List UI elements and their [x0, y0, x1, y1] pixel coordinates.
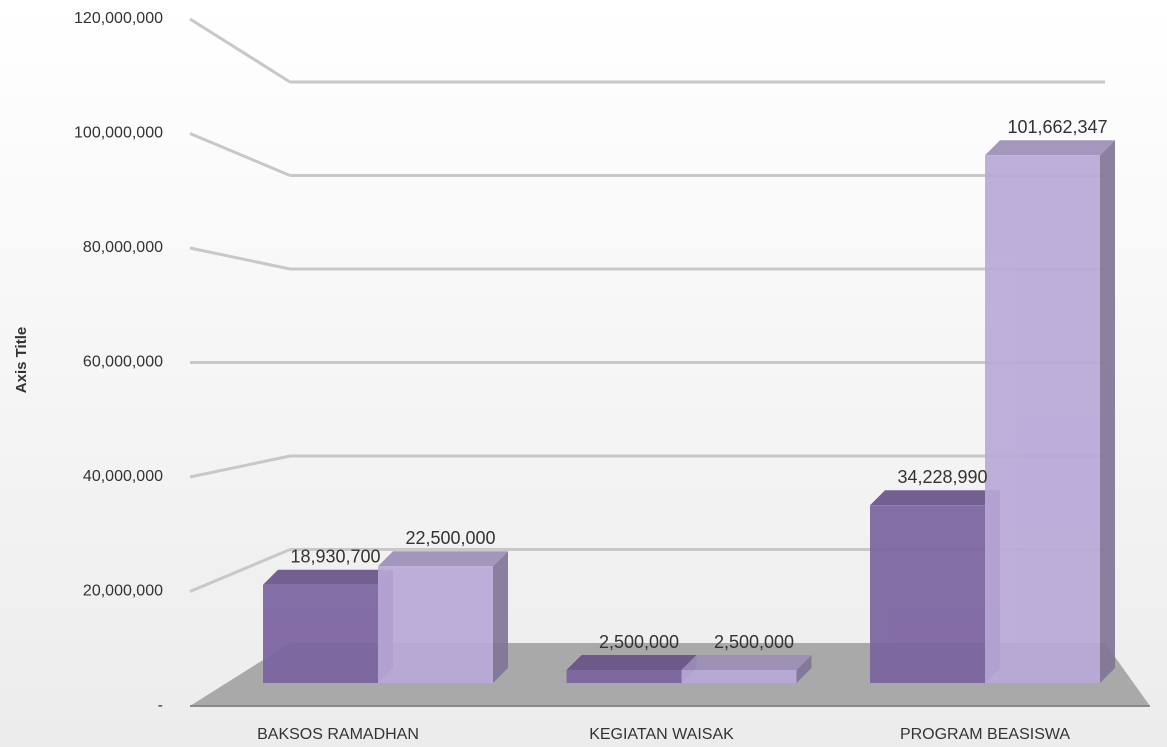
grid-line — [189, 548, 291, 593]
y-tick-label: - — [158, 697, 163, 714]
y-tick-label: 100,000,000 — [74, 125, 163, 142]
bar — [378, 551, 508, 683]
y-tick-label: 60,000,000 — [83, 354, 163, 371]
grid-line — [189, 132, 291, 177]
bar — [263, 569, 393, 683]
value-label: 2,500,000 — [599, 632, 679, 652]
value-label: 18,930,700 — [290, 546, 380, 566]
grid-line — [189, 17, 291, 84]
y-tick-label: 20,000,000 — [83, 583, 163, 600]
bar — [681, 655, 812, 683]
bar — [870, 490, 1000, 683]
y-tick-label: 80,000,000 — [83, 239, 163, 256]
bar — [566, 655, 697, 683]
value-label: 2,500,000 — [714, 632, 794, 652]
value-label: 22,500,000 — [405, 528, 495, 548]
y-tick-label: 40,000,000 — [83, 468, 163, 485]
grid-line — [189, 246, 291, 271]
grid-line — [189, 454, 291, 479]
x-tick-label: PROGRAM BEASISWA — [900, 726, 1070, 743]
x-tick-label: KEGIATAN WAISAK — [589, 726, 734, 743]
y-tick-label: 120,000,000 — [74, 10, 163, 27]
y-axis-title: Axis Title — [13, 327, 30, 393]
bar — [985, 140, 1115, 683]
x-tick-label: BAKSOS RAMADHAN — [257, 726, 419, 743]
value-label: 101,662,347 — [1007, 117, 1107, 137]
value-label: 34,228,990 — [897, 467, 987, 487]
